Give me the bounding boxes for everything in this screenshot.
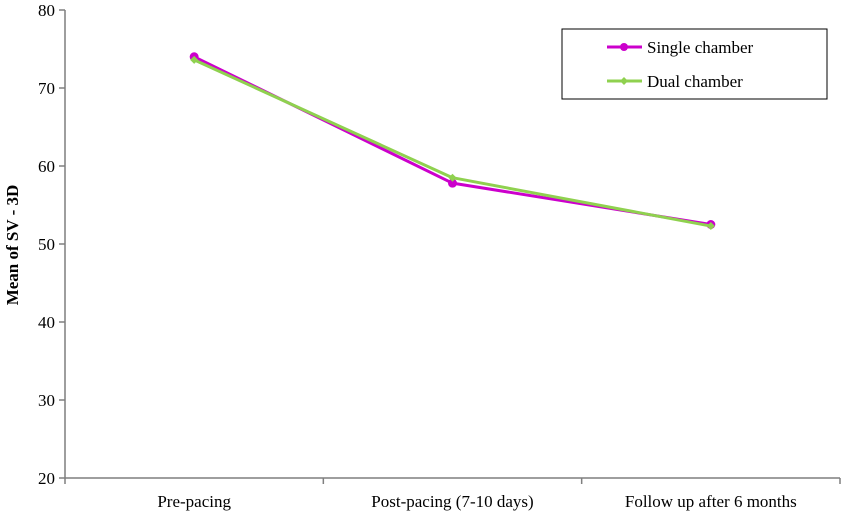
x-tick-label: Post-pacing (7-10 days) — [371, 492, 533, 511]
legend-label: Dual chamber — [647, 72, 743, 91]
legend: Single chamber Dual chamber — [561, 28, 828, 100]
y-axis-title: Mean of SV - 3D — [3, 185, 22, 306]
data-point — [448, 173, 457, 182]
x-tick-label: Pre-pacing — [157, 492, 231, 511]
y-tick-label: 40 — [38, 313, 55, 332]
legend-marker — [620, 43, 628, 51]
y-tick-label: 50 — [38, 235, 55, 254]
legend-item: Dual chamber — [607, 72, 743, 91]
y-tick-label: 80 — [38, 1, 55, 20]
y-tick-label: 30 — [38, 391, 55, 410]
legend-box — [561, 28, 828, 100]
series-dual-chamber — [190, 55, 715, 231]
legend-label: Single chamber — [647, 38, 754, 57]
x-ticks: Pre-pacing Post-pacing (7-10 days) Follow … — [64, 478, 841, 511]
data-point — [706, 222, 715, 231]
legend-item: Single chamber — [607, 38, 754, 57]
y-tick-label: 20 — [38, 469, 55, 488]
y-tick-label: 70 — [38, 79, 55, 98]
data-point — [190, 55, 199, 64]
legend-marker — [620, 77, 628, 85]
x-tick-label: Follow up after 6 months — [625, 492, 797, 511]
series-group — [189, 52, 716, 231]
y-ticks: 20 30 40 50 60 70 80 — [38, 1, 65, 488]
y-tick-label: 60 — [38, 157, 55, 176]
